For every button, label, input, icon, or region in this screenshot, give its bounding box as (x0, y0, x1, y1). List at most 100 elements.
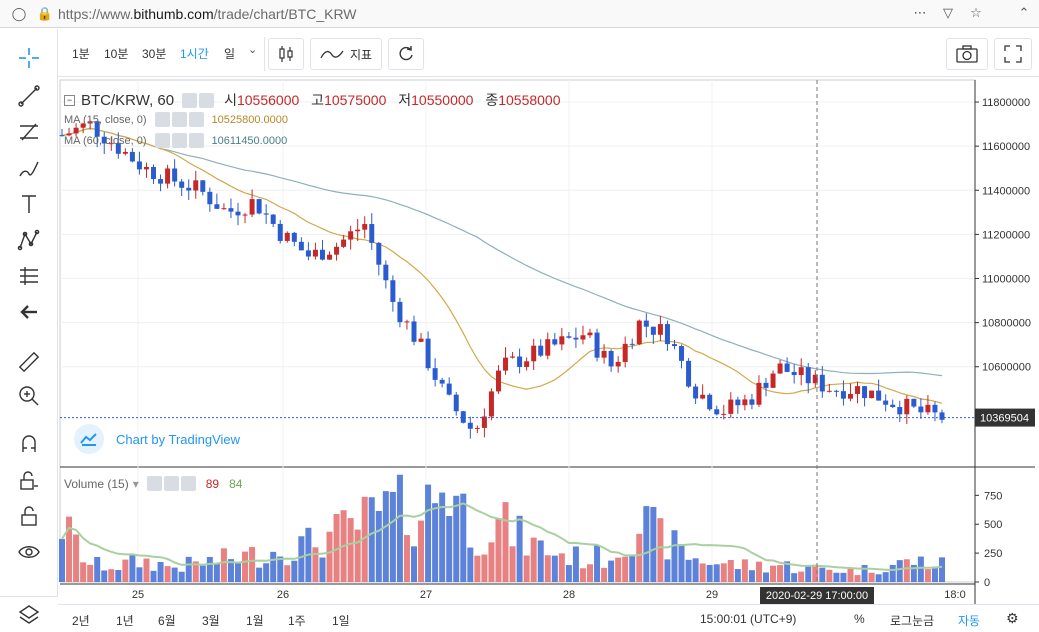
url-text[interactable]: https://www.bithumb.com/trade/chart/BTC_… (58, 5, 357, 22)
range-1d[interactable]: 1일 (332, 614, 350, 628)
fullscreen-button[interactable] (994, 38, 1032, 70)
candle-body (334, 246, 340, 255)
candle-body (270, 214, 276, 224)
candle-body (622, 343, 628, 362)
indicator-wave-icon (320, 50, 344, 59)
volume-settings-icon[interactable] (163, 476, 179, 491)
range-3m[interactable]: 3월 (202, 614, 220, 628)
screenshot-button[interactable] (946, 38, 988, 70)
volume-bar (917, 556, 924, 582)
current-price-box (975, 408, 1035, 427)
volume-bar (608, 560, 615, 582)
candle-body (59, 135, 65, 137)
ma60-eye-icon[interactable] (154, 133, 170, 148)
back-arrow-icon[interactable] (14, 297, 44, 327)
ma15-value: 10525800.0000 (211, 113, 289, 126)
range-1y[interactable]: 1년 (116, 614, 134, 628)
shield-icon[interactable]: ◯ (11, 5, 27, 21)
candle-body (425, 338, 431, 369)
candle-body (305, 250, 311, 257)
clock-text[interactable]: 15:00:01 (UTC+9) (700, 612, 797, 626)
candle-body (242, 214, 248, 216)
volume-bar (755, 561, 762, 582)
lock-icon[interactable]: 🔒 (36, 5, 54, 21)
candle-body (73, 127, 79, 134)
range-1w[interactable]: 1주 (288, 614, 306, 628)
layers-icon[interactable] (14, 600, 44, 630)
ma15-close-icon[interactable] (188, 112, 204, 127)
interval-dropdown-icon[interactable]: ⌄ (248, 44, 258, 56)
refresh-button[interactable] (388, 38, 424, 70)
layers-panel (0, 596, 58, 632)
volume-eye-icon[interactable] (146, 476, 162, 491)
bookmark-star-icon[interactable]: ☆ (970, 5, 982, 20)
volume-bar (108, 569, 115, 582)
interval-10m[interactable]: 10분 (104, 47, 129, 61)
zoom-in-icon[interactable] (14, 381, 44, 411)
indicators-button[interactable]: 지표 (310, 38, 382, 70)
ma60-close-icon[interactable] (188, 133, 204, 148)
ruler-icon[interactable] (14, 347, 44, 377)
fib-icon[interactable] (14, 117, 44, 147)
ma15-eye-icon[interactable] (154, 112, 170, 127)
tradingview-watermark[interactable]: Chart by TradingView (74, 424, 240, 454)
high-value: 10575000 (324, 92, 387, 108)
candle-body (129, 151, 135, 162)
interval-day[interactable]: 일 (224, 47, 236, 61)
candle-body (643, 320, 649, 327)
log-toggle[interactable]: 로그눈금 (890, 614, 935, 628)
eye-toggle-icon[interactable] (182, 92, 198, 108)
candle-body (397, 301, 403, 323)
range-6m[interactable]: 6월 (158, 614, 176, 628)
ma60-settings-icon[interactable] (171, 133, 187, 148)
brush-icon[interactable] (14, 153, 44, 183)
pattern-icon[interactable] (14, 225, 44, 255)
interval-30m[interactable]: 30분 (142, 47, 167, 61)
volume-bar (277, 556, 284, 582)
chart-type-button[interactable] (268, 38, 304, 70)
volume-close-icon[interactable] (180, 476, 196, 491)
open-label: 시 (224, 92, 237, 108)
more-icon[interactable]: ⋯ (913, 5, 927, 20)
candle-body (573, 337, 579, 340)
volume-bar (488, 542, 495, 582)
crosshair-icon[interactable] (14, 43, 44, 73)
interval-1h[interactable]: 1시간 (180, 47, 209, 61)
volume-dropdown-icon[interactable]: ▾ (132, 476, 139, 491)
legend-buttons (182, 92, 215, 108)
candle-body (819, 374, 825, 392)
eye-icon[interactable] (14, 537, 44, 567)
pocket-icon[interactable]: ▽ (943, 5, 953, 20)
percent-toggle[interactable]: % (854, 612, 865, 626)
volume-bar (551, 555, 558, 582)
settings-icon[interactable] (199, 92, 215, 108)
interval-1m[interactable]: 1분 (72, 47, 90, 61)
candle-body (608, 350, 614, 367)
volume-bar (94, 556, 101, 582)
tradingview-logo-icon (74, 424, 104, 454)
scroll-up-icon[interactable]: ⌃ (1018, 5, 1030, 20)
unlock-icon[interactable] (14, 501, 44, 531)
settings-gear-icon[interactable]: ⚙ (1006, 610, 1019, 626)
collapse-icon[interactable]: − (64, 94, 75, 106)
auto-toggle[interactable]: 자동 (958, 614, 981, 628)
trend-line-icon[interactable] (14, 81, 44, 111)
range-1m[interactable]: 1월 (246, 614, 264, 628)
volume-bar (791, 573, 798, 582)
ma15-settings-icon[interactable] (171, 112, 187, 127)
magnet-icon[interactable] (14, 429, 44, 459)
candle-body (263, 213, 269, 215)
lock-drawing-icon[interactable] (14, 465, 44, 495)
candle-body (833, 390, 839, 392)
ma60-label: MA (60, close, 0) (64, 134, 147, 147)
price-tick-label: 10800000 (982, 318, 1031, 330)
range-2y[interactable]: 2년 (72, 614, 90, 628)
candle-body (714, 409, 720, 415)
text-icon[interactable] (14, 189, 44, 219)
prediction-icon[interactable] (14, 261, 44, 291)
volume-bar (171, 567, 178, 582)
candle-body (629, 343, 635, 345)
price-tick-label: 11000000 (982, 274, 1030, 286)
candle-body (101, 136, 107, 144)
